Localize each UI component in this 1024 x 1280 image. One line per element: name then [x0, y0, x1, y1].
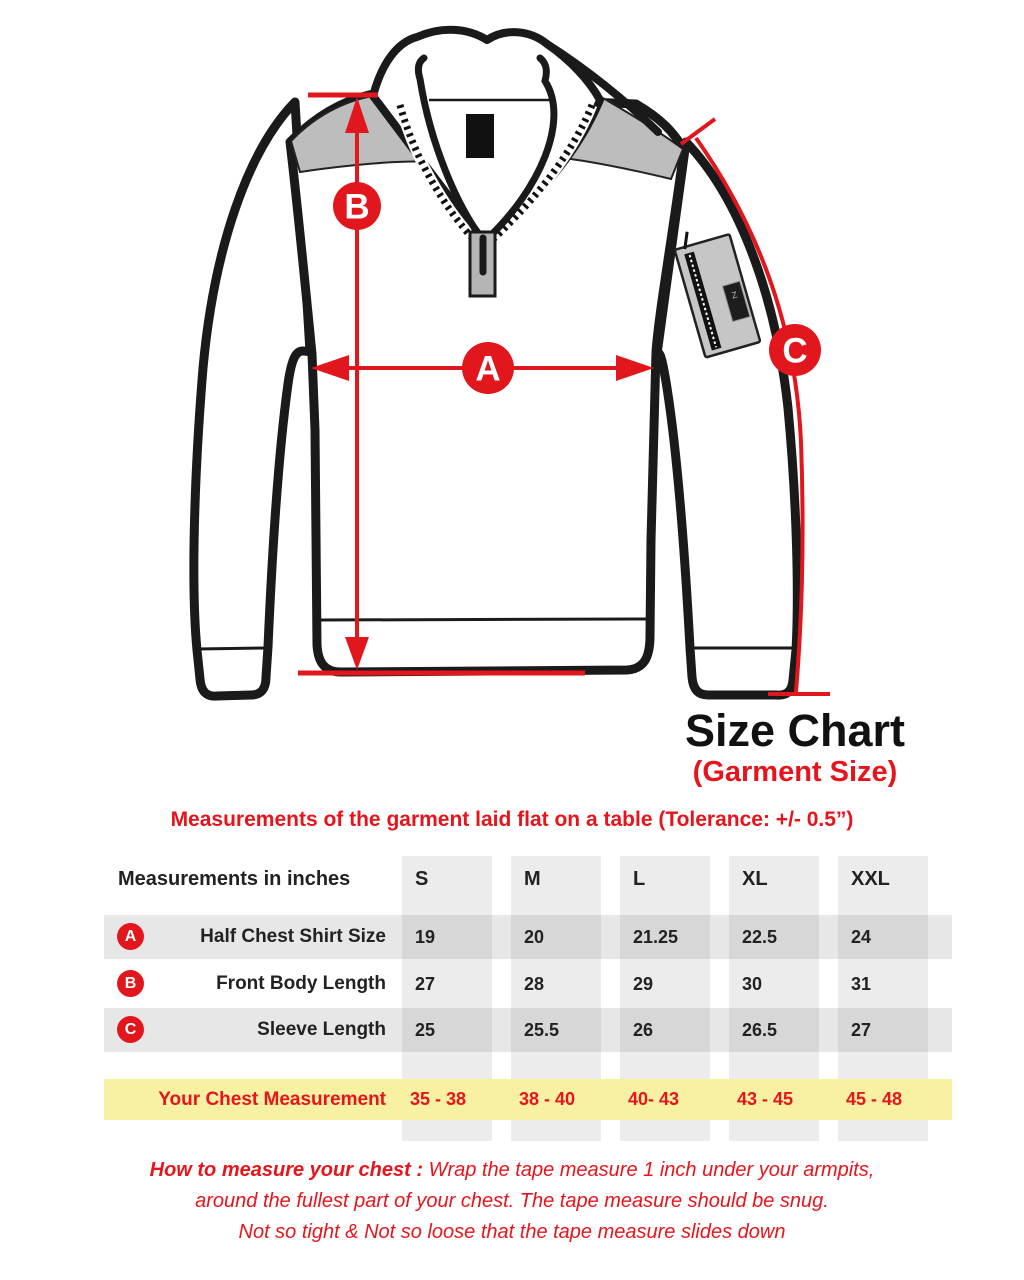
chest-cell-xxl: 45 - 48	[846, 1089, 903, 1109]
cell-a-xl: 22.5	[742, 927, 778, 947]
left-lapel-edge	[414, 54, 487, 244]
chest-row-label: Your Chest Measurement	[158, 1089, 386, 1110]
page-title: Size Chart	[684, 705, 906, 756]
pocket-patch-letter: Z	[730, 289, 739, 300]
size-table: Measurements in inches S M L XL XXL A Ha…	[104, 853, 952, 1153]
chest-cell-m: 38 - 40	[519, 1089, 576, 1109]
left-zipper-teeth-icon	[396, 104, 477, 243]
instruction-lead: How to measure your chest :	[149, 1159, 424, 1181]
row-c-label: Sleeve Length	[257, 1019, 386, 1040]
cell-c-s: 25	[415, 1020, 436, 1040]
row-band-a	[104, 915, 952, 959]
b-badge	[333, 182, 381, 230]
cell-b-s: 27	[415, 974, 436, 994]
size-header-xxl: XXL	[851, 868, 890, 890]
cell-c-xl: 26.5	[742, 1020, 778, 1040]
chest-cell-l: 40- 43	[628, 1089, 680, 1109]
right-lapel-edge	[481, 54, 558, 245]
a-badge	[462, 342, 514, 394]
garment-diagram: Z B A C	[189, 25, 830, 701]
row-c-badge: C	[117, 1016, 144, 1043]
measurement-annotations	[298, 92, 830, 696]
size-header-m: M	[524, 868, 541, 890]
c-badge-letter: C	[782, 332, 807, 371]
cell-b-m: 28	[524, 974, 545, 994]
right-sleeve	[652, 137, 802, 700]
cell-c-xxl: 27	[851, 1020, 872, 1040]
cell-b-xl: 30	[742, 974, 763, 994]
instruction-line-2: around the fullest part of your chest. T…	[195, 1190, 829, 1212]
cell-b-xxl: 31	[851, 974, 872, 994]
chest-cell-s: 35 - 38	[410, 1089, 467, 1109]
measure-instructions: How to measure your chest : Wrap the tap…	[0, 1155, 1024, 1248]
cell-a-m: 20	[524, 927, 545, 947]
left-sleeve	[189, 97, 315, 701]
instruction-line-1: How to measure your chest : Wrap the tap…	[0, 1155, 1024, 1186]
c-top-tick	[679, 117, 717, 146]
left-cuff-line	[196, 646, 268, 651]
cell-b-l: 29	[633, 974, 654, 994]
tolerance-note: Measurements of the garment laid flat on…	[170, 808, 854, 831]
cell-a-s: 19	[415, 927, 436, 947]
instruction-line-3: Not so tight & Not so loose that the tap…	[238, 1221, 786, 1243]
instruction-line-1-text: Wrap the tape measure 1 inch under your …	[423, 1159, 875, 1181]
size-header-xl: XL	[742, 868, 768, 890]
cell-a-l: 21.25	[633, 927, 679, 947]
pocket-patch	[721, 280, 751, 323]
page-subtitle: (Garment Size)	[692, 756, 898, 788]
cell-c-m: 25.5	[524, 1020, 560, 1040]
c-badge	[769, 324, 821, 376]
cell-c-l: 26	[633, 1020, 654, 1040]
a-arrow-right-icon	[616, 355, 654, 381]
right-zipper-teeth-icon	[485, 103, 596, 247]
row-a-label: Half Chest Shirt Size	[200, 926, 386, 947]
chest-measurement-row: Your Chest Measurement 35 - 38 38 - 40 4…	[104, 1079, 952, 1120]
row-a-badge: A	[117, 923, 144, 950]
c-curve	[694, 136, 805, 693]
row-b-label: Front Body Length	[216, 973, 386, 994]
size-header-s: S	[415, 868, 429, 890]
hem-band-line	[319, 617, 649, 622]
cell-a-xxl: 24	[851, 927, 872, 947]
a-badge-letter: A	[475, 350, 500, 389]
b-arrow-down-icon	[345, 637, 369, 670]
a-arrow-left-icon	[311, 355, 349, 381]
pocket-zipper-icon	[684, 251, 722, 351]
neck-label	[466, 114, 494, 158]
table-header-label: Measurements in inches	[118, 868, 351, 890]
collar-fold-edge	[543, 40, 662, 136]
b-arrow-up-icon	[345, 97, 369, 133]
row-band-c	[104, 1008, 952, 1052]
size-header-l: L	[633, 868, 646, 890]
row-b-badge: B	[117, 970, 144, 997]
zipper-pull-icon	[683, 231, 689, 250]
chest-cell-xl: 43 - 45	[737, 1089, 794, 1109]
title-block: Size Chart (Garment Size)	[560, 705, 1024, 789]
sleeve-pocket: Z	[673, 231, 762, 359]
b-badge-letter: B	[344, 188, 369, 227]
